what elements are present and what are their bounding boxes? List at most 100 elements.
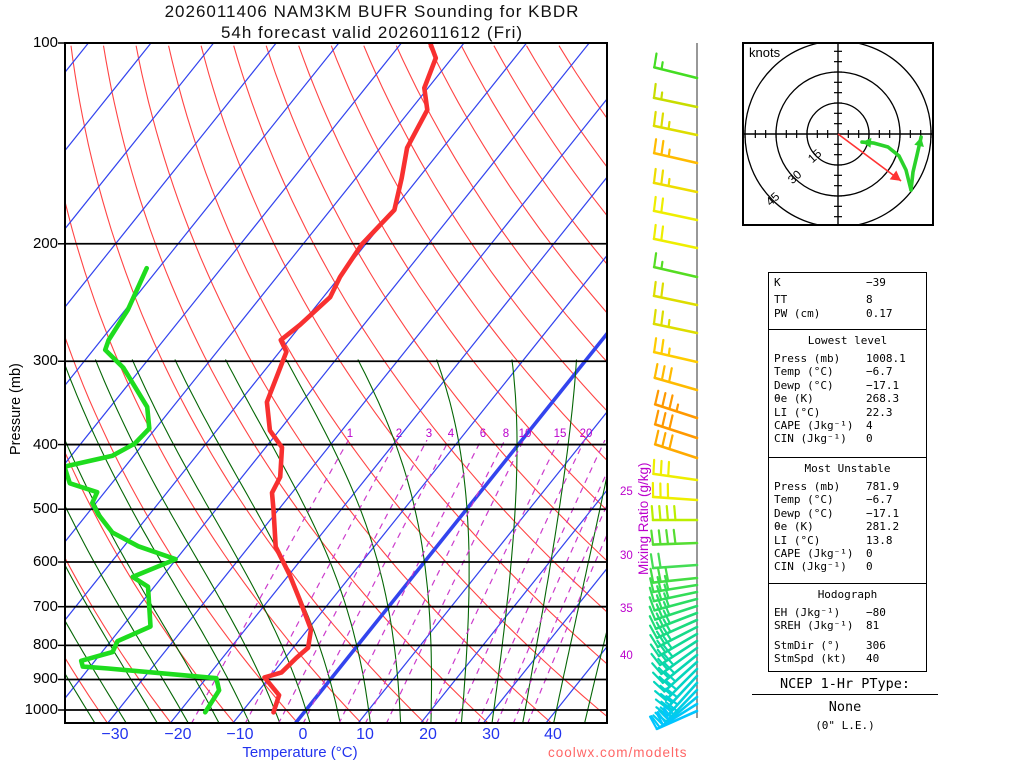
wind-barb (648, 583, 699, 603)
wind-barb (650, 528, 699, 546)
stat-value: 306 (866, 638, 886, 652)
mixing-ratio-value-label: 1 (346, 428, 354, 440)
wind-barb (651, 653, 699, 684)
isotherm (107, 98, 607, 723)
wind-barb (652, 195, 699, 222)
mixing-ratio-line (364, 439, 506, 723)
stat-row: LI (°C) 13.8 (774, 534, 921, 547)
stat-row: TT 8 (774, 293, 921, 306)
moist-adiabat (522, 359, 578, 723)
stat-value: 1008.1 (866, 352, 906, 365)
wind-barb (649, 574, 699, 594)
dry-adiabat (363, 45, 607, 412)
moist-adiabat (94, 359, 281, 723)
mixing-ratio-right-label: 35 (620, 603, 633, 615)
stat-row: LI (°C) 22.3 (774, 406, 921, 419)
dry-adiabat (493, 45, 607, 217)
stat-value: 0 (866, 546, 873, 560)
watermark: coolwx.com/modelts (548, 745, 688, 760)
dry-adiabat (330, 45, 607, 462)
stat-value: 268.3 (866, 392, 900, 406)
mixing-ratio-value-label: 20 (579, 428, 593, 440)
stat-value: 0 (866, 560, 873, 574)
stat-row: Press (mb) 781.9 (774, 480, 921, 493)
hodograph-trace-low (909, 135, 923, 192)
temperature-tick-label: −10 (226, 726, 254, 743)
ncep-ptype-title: NCEP 1-Hr PType: (752, 676, 938, 695)
mixing-ratio-line (477, 439, 606, 723)
section-header: Most Unstable (804, 462, 891, 475)
mixing-ratio-line (527, 533, 607, 723)
pressure-tick-label: 600 (32, 553, 58, 570)
stat-value: 13.8 (866, 533, 893, 547)
chart-title-line2: 54h forecast valid 2026011612 (Fri) (220, 23, 524, 42)
wind-barb (648, 709, 699, 731)
stat-row: EH (Jkg⁻¹) −80 (774, 606, 921, 619)
temperature-tick-label: −20 (164, 726, 192, 743)
pressure-tick-label: 800 (32, 636, 58, 653)
dry-adiabat (65, 556, 172, 723)
stat-label: θe (K) (774, 392, 814, 406)
wind-barb (652, 223, 699, 250)
stat-value: −17.1 (866, 506, 900, 520)
isotherm (357, 411, 607, 723)
mixing-ratio-line (278, 439, 428, 723)
skewt-background (65, 43, 607, 723)
stat-row: PW (cm) 0.17 (774, 307, 921, 320)
wind-barb (648, 618, 699, 640)
stats-table: K −39 TT 8 PW (cm) 0.17 Lowest level Press (mb… (768, 272, 927, 672)
stat-label: Press (mb) (774, 480, 841, 493)
wind-barb (652, 660, 699, 693)
stat-label: θe (K) (774, 520, 814, 534)
wind-barb (653, 363, 699, 392)
mixing-ratio-right-label: 40 (620, 650, 633, 662)
hodograph-units-label: knots (749, 45, 781, 60)
isotherm (232, 254, 607, 723)
pressure-tick-label: 1000 (24, 701, 58, 718)
stat-value: 22.3 (866, 405, 893, 419)
temperature-axis-label: Temperature (°C) (242, 744, 358, 761)
wind-barb (652, 167, 699, 194)
mixing-ratio-value-label: 10 (518, 428, 532, 440)
section-header: Hodograph (817, 588, 878, 601)
stat-value: 0.17 (866, 306, 893, 320)
moist-adiabat (436, 359, 470, 723)
stat-row: θe (K) 281.2 (774, 520, 921, 533)
wind-barb (652, 138, 699, 165)
section-header: Lowest level (807, 334, 888, 347)
mixing-ratio-line (244, 439, 398, 723)
wind-barb (653, 52, 699, 80)
isotherm (65, 43, 215, 230)
lowest-level-section: Lowest level Press (mb) 1008.1 Temp (°C) −6.… (769, 330, 926, 458)
dry-adiabat (298, 45, 607, 512)
temperature-tick-label: −30 (101, 726, 129, 743)
isotherm (65, 43, 277, 308)
mixing-ratio-line (338, 439, 482, 723)
dry-adiabat (65, 335, 299, 723)
stat-row: Temp (°C) −6.7 (774, 493, 921, 506)
stat-value: 40 (866, 652, 880, 666)
mixing-ratio-line (425, 439, 560, 723)
isotherm (65, 43, 465, 543)
isotherm (65, 43, 528, 621)
mixing-ratio-value-label: 6 (479, 428, 487, 440)
stat-row: StmSpd (kt) 40 (774, 652, 921, 665)
stat-value: −6.7 (866, 365, 893, 379)
wind-barb (649, 552, 699, 570)
moist-adiabat (584, 628, 607, 723)
moist-adiabat (65, 564, 158, 723)
hodograph (742, 42, 934, 226)
pressure-tick-label: 500 (32, 500, 58, 517)
isotherm (294, 330, 607, 723)
wind-barb (652, 252, 699, 279)
wind-barb (653, 409, 699, 440)
ncep-ptype-value: None (828, 699, 862, 715)
wind-barb (652, 280, 699, 307)
mixing-ratio-value-label: 15 (553, 428, 567, 440)
dry-adiabat (265, 45, 607, 562)
stat-value: 81 (866, 619, 880, 633)
temperature-tick-label: 30 (482, 726, 500, 743)
moist-adiabat (174, 359, 341, 723)
stat-value: 0 (866, 432, 873, 446)
wind-barb (649, 625, 699, 649)
